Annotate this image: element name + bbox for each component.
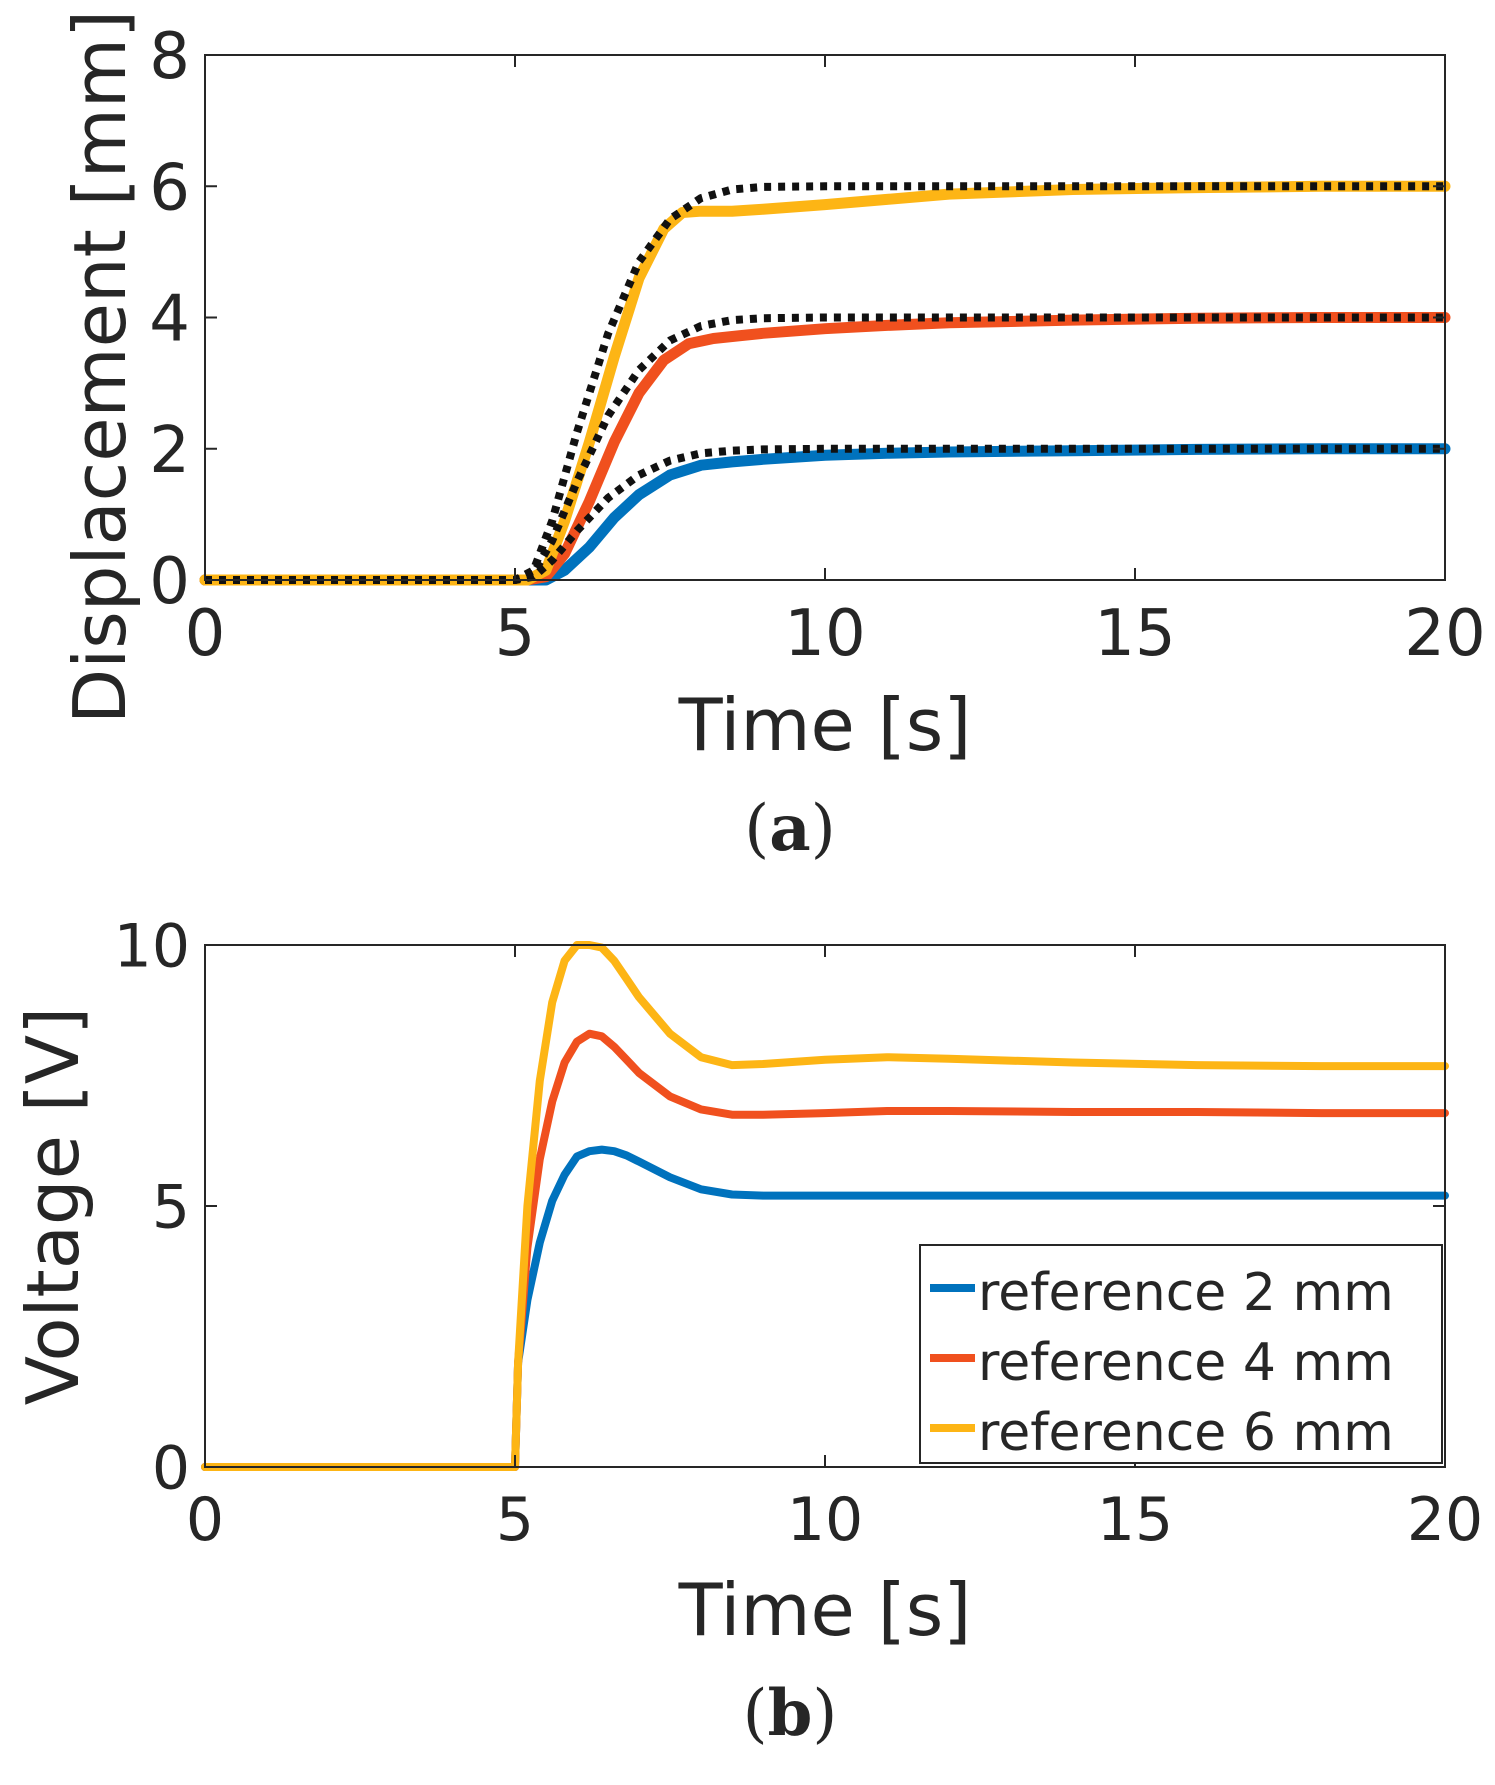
x-tick-label: 20	[1407, 1485, 1483, 1555]
series-line-reference-6-mm	[201, 941, 1449, 1471]
x-tick-label: 5	[495, 597, 536, 671]
legend-label: reference 2 mm	[978, 1263, 1394, 1323]
x-tick-label: 10	[787, 1485, 863, 1555]
series-line-measured-2-mm	[199, 443, 1451, 586]
legend-box	[919, 1244, 1443, 1464]
y-axis-label: Displacement [mm]	[58, 10, 142, 724]
panel-label: (b)	[743, 1676, 838, 1751]
x-tick-label: 5	[496, 1485, 534, 1555]
legend-entry-3: reference 6 mm	[930, 1403, 1394, 1463]
panel-label-open: (	[744, 792, 769, 866]
panel-label-letter: a	[769, 791, 810, 866]
legend: reference 2 mm reference 4 mm reference …	[919, 1244, 1443, 1464]
x-tick-label: 0	[185, 597, 226, 671]
series-line-model-6-mm	[205, 182, 1445, 584]
x-axis-label: Time [s]	[678, 683, 972, 767]
x-tick-label: 0	[186, 1485, 224, 1555]
panel-b-voltage-chart: 0 5 10 15 20 0 5 10 Time [s] Voltage [V] refere…	[11, 912, 1483, 1751]
panel-label-letter: b	[768, 1676, 813, 1751]
y-tick-label: 10	[114, 912, 190, 982]
x-axis-label: Time [s]	[678, 1568, 972, 1652]
x-tick-label: 15	[1097, 1485, 1173, 1555]
ticks-layer: 0 5 10 15 20 0 2 4 6 8	[149, 20, 1485, 671]
y-axis-label: Voltage [V]	[11, 1007, 95, 1405]
legend-entry-2: reference 4 mm	[930, 1333, 1394, 1393]
y-tick-label: 2	[149, 414, 190, 488]
panel-label-close: )	[811, 792, 836, 866]
y-tick-label: 6	[149, 151, 190, 225]
x-tick-label: 20	[1404, 597, 1485, 671]
y-tick-label: 8	[149, 20, 190, 94]
y-tick-label: 5	[152, 1173, 190, 1243]
y-tick-label: 0	[149, 545, 190, 619]
x-tick-label: 15	[1094, 597, 1175, 671]
legend-entry-1: reference 2 mm	[930, 1263, 1394, 1323]
x-tick-label: 10	[784, 597, 865, 671]
series-line-model-2-mm	[205, 444, 1445, 584]
y-tick-label: 4	[149, 283, 190, 357]
y-tick-label: 0	[152, 1434, 190, 1504]
legend-label: reference 6 mm	[978, 1403, 1394, 1463]
panel-label-open: (	[743, 1677, 768, 1751]
panel-a-displacement-chart: 0 5 10 15 20 0 2 4 6 8 Time [s] Displacement [mm]…	[58, 10, 1486, 866]
series-layer	[199, 180, 1451, 586]
ticks-layer: 0 5 10 15 20 0 5 10	[114, 912, 1484, 1555]
series-layer	[201, 941, 1449, 1471]
panel-label: (a)	[744, 791, 835, 866]
panel-label-close: )	[812, 1677, 837, 1751]
legend-label: reference 4 mm	[978, 1333, 1394, 1393]
